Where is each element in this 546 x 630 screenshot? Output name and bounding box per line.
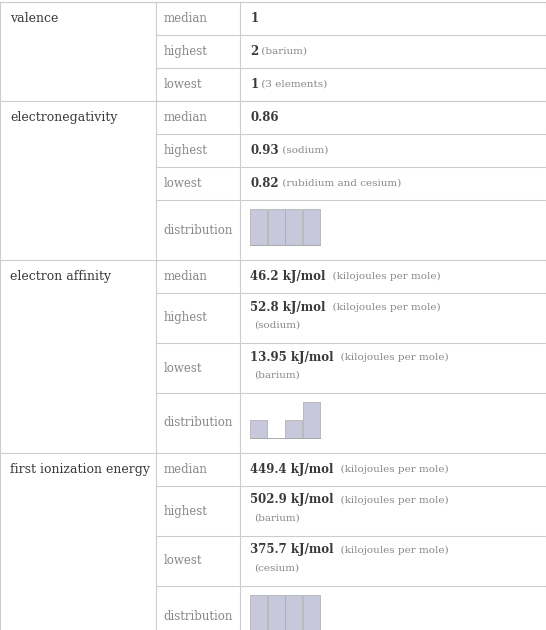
Bar — [302, 402, 319, 438]
Bar — [285, 420, 302, 438]
Text: (rubidium and cesium): (rubidium and cesium) — [279, 179, 401, 188]
Text: first ionization energy: first ionization energy — [10, 463, 150, 476]
Text: lowest: lowest — [164, 78, 202, 91]
Text: 449.4 kJ/mol: 449.4 kJ/mol — [250, 463, 334, 476]
Text: (sodium): (sodium) — [279, 146, 328, 155]
Text: distribution: distribution — [164, 609, 233, 622]
Text: (barium): (barium) — [254, 371, 300, 380]
Bar — [268, 209, 284, 245]
Text: median: median — [164, 111, 207, 124]
Bar — [250, 209, 267, 245]
Bar — [302, 209, 319, 245]
Text: valence: valence — [10, 12, 58, 25]
Text: lowest: lowest — [164, 362, 202, 374]
Text: (kilojoules per mole): (kilojoules per mole) — [334, 495, 448, 505]
Text: (kilojoules per mole): (kilojoules per mole) — [334, 352, 448, 362]
Text: highest: highest — [164, 505, 207, 517]
Text: (kilojoules per mole): (kilojoules per mole) — [325, 302, 440, 312]
Text: (3 elements): (3 elements) — [258, 80, 328, 89]
Text: 52.8 kJ/mol: 52.8 kJ/mol — [250, 301, 325, 314]
Text: distribution: distribution — [164, 224, 233, 236]
Text: 2: 2 — [250, 45, 258, 58]
Text: median: median — [164, 270, 207, 283]
Text: 0.86: 0.86 — [250, 111, 279, 124]
Bar — [250, 420, 267, 438]
Text: highest: highest — [164, 311, 207, 324]
Text: lowest: lowest — [164, 554, 202, 568]
Text: (kilojoules per mole): (kilojoules per mole) — [325, 272, 440, 281]
Text: (barium): (barium) — [258, 47, 307, 56]
Text: (kilojoules per mole): (kilojoules per mole) — [334, 546, 448, 554]
Text: lowest: lowest — [164, 177, 202, 190]
Text: (cesium): (cesium) — [254, 564, 299, 573]
Text: (sodium): (sodium) — [254, 321, 300, 330]
Text: 1: 1 — [250, 12, 258, 25]
Bar — [285, 595, 302, 630]
Text: 46.2 kJ/mol: 46.2 kJ/mol — [250, 270, 325, 283]
Text: median: median — [164, 12, 207, 25]
Text: 0.82: 0.82 — [250, 177, 279, 190]
Bar — [250, 595, 267, 630]
Text: highest: highest — [164, 144, 207, 157]
Text: highest: highest — [164, 45, 207, 58]
Bar — [302, 595, 319, 630]
Text: distribution: distribution — [164, 416, 233, 430]
Text: 0.93: 0.93 — [250, 144, 279, 157]
Text: 13.95 kJ/mol: 13.95 kJ/mol — [250, 350, 334, 364]
Text: 375.7 kJ/mol: 375.7 kJ/mol — [250, 544, 334, 556]
Text: electron affinity: electron affinity — [10, 270, 111, 283]
Text: 502.9 kJ/mol: 502.9 kJ/mol — [250, 493, 334, 507]
Text: median: median — [164, 463, 207, 476]
Bar — [285, 209, 302, 245]
Text: 1: 1 — [250, 78, 258, 91]
Text: (kilojoules per mole): (kilojoules per mole) — [334, 465, 448, 474]
Text: (barium): (barium) — [254, 514, 300, 523]
Bar — [268, 595, 284, 630]
Text: electronegativity: electronegativity — [10, 111, 117, 124]
